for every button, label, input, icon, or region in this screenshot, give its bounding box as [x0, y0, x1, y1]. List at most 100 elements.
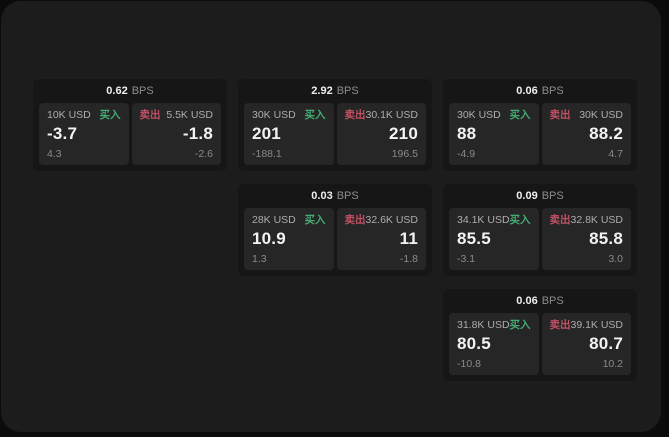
sell-tile[interactable]: 卖出 32.8K USD 85.8 3.0 — [541, 208, 631, 270]
bps-header: 0.62 BPS — [33, 79, 227, 103]
buy-tile-header: 10K USD 买入 — [47, 109, 121, 122]
sell-tile[interactable]: 卖出 5.5K USD -1.8 -2.6 — [131, 103, 221, 165]
bps-unit-label: BPS — [541, 190, 564, 202]
sell-tile[interactable]: 卖出 39.1K USD 80.7 10.2 — [541, 313, 631, 375]
bps-header: 2.92 BPS — [238, 79, 432, 103]
buy-tile[interactable]: 34.1K USD 买入 85.5 -3.1 — [449, 208, 539, 270]
sell-delta: 196.5 — [391, 148, 418, 160]
sell-tile-header: 卖出 32.8K USD — [550, 214, 624, 227]
sell-amount: 32.6K USD — [365, 214, 419, 226]
sell-tile-header: 卖出 5.5K USD — [140, 109, 214, 122]
sell-side-label: 卖出 — [344, 214, 366, 226]
bps-unit-label: BPS — [336, 85, 359, 97]
quote-card: 2.92 BPS 30K USD 买入 201 -188.1 卖出 30.1K … — [238, 79, 432, 171]
sell-delta: -2.6 — [194, 148, 213, 160]
sell-price: 88.2 — [589, 124, 623, 143]
bps-header: 0.06 BPS — [443, 79, 637, 103]
buy-tile-header: 31.8K USD 买入 — [457, 319, 531, 332]
sell-amount: 39.1K USD — [570, 319, 624, 331]
buy-tile[interactable]: 31.8K USD 买入 80.5 -10.8 — [449, 313, 539, 375]
buy-price: -3.7 — [47, 124, 78, 143]
buy-side-label: 买入 — [509, 109, 531, 121]
buy-side-label: 买入 — [509, 319, 531, 331]
sell-side-label: 卖出 — [549, 109, 571, 121]
sell-tile[interactable]: 卖出 32.6K USD 11 -1.8 — [336, 208, 426, 270]
buy-tile-header: 30K USD 买入 — [252, 109, 326, 122]
quote-card: 0.62 BPS 10K USD 买入 -3.7 4.3 卖出 5.5K USD… — [33, 79, 227, 171]
sell-price: 80.7 — [589, 334, 623, 353]
card-body: 34.1K USD 买入 85.5 -3.1 卖出 32.8K USD 85.8… — [443, 208, 637, 276]
sell-tile[interactable]: 卖出 30.1K USD 210 196.5 — [336, 103, 426, 165]
buy-price: 201 — [252, 124, 281, 143]
buy-amount: 30K USD — [252, 109, 296, 121]
sell-price: 11 — [399, 229, 418, 248]
buy-price: 85.5 — [457, 229, 491, 248]
sell-tile[interactable]: 卖出 30K USD 88.2 4.7 — [541, 103, 631, 165]
buy-tile[interactable]: 30K USD 买入 88 -4.9 — [449, 103, 539, 165]
quote-card: 0.03 BPS 28K USD 买入 10.9 1.3 卖出 32.6K US… — [238, 184, 432, 276]
sell-price: -1.8 — [182, 124, 213, 143]
card-body: 30K USD 买入 201 -188.1 卖出 30.1K USD 210 1… — [238, 103, 432, 171]
bps-value: 0.03 — [311, 190, 333, 202]
sell-price: 210 — [389, 124, 418, 143]
sell-amount: 32.8K USD — [570, 214, 624, 226]
sell-side-label: 卖出 — [549, 214, 571, 226]
buy-delta: -188.1 — [252, 148, 282, 160]
buy-side-label: 买入 — [304, 109, 326, 121]
sell-tile-header: 卖出 30.1K USD — [345, 109, 419, 122]
buy-amount: 30K USD — [457, 109, 501, 121]
buy-price: 10.9 — [252, 229, 286, 248]
card-body: 31.8K USD 买入 80.5 -10.8 卖出 39.1K USD 80.… — [443, 313, 637, 381]
bps-header: 0.09 BPS — [443, 184, 637, 208]
buy-price: 88 — [457, 124, 477, 143]
buy-amount: 34.1K USD — [457, 214, 510, 226]
sell-price: 85.8 — [589, 229, 623, 248]
buy-price: 80.5 — [457, 334, 491, 353]
buy-side-label: 买入 — [509, 214, 531, 226]
buy-tile-header: 28K USD 买入 — [252, 214, 326, 227]
buy-delta: -4.9 — [457, 148, 476, 160]
buy-side-label: 买入 — [99, 109, 121, 121]
buy-tile[interactable]: 28K USD 买入 10.9 1.3 — [244, 208, 334, 270]
sell-amount: 30K USD — [579, 109, 623, 121]
buy-delta: -10.8 — [457, 358, 481, 370]
card-body: 28K USD 买入 10.9 1.3 卖出 32.6K USD 11 -1.8 — [238, 208, 432, 276]
main-panel: 0.62 BPS 10K USD 买入 -3.7 4.3 卖出 5.5K USD… — [1, 1, 661, 432]
quote-card: 0.06 BPS 31.8K USD 买入 80.5 -10.8 卖出 39.1… — [443, 289, 637, 381]
buy-delta: 4.3 — [47, 148, 62, 160]
sell-side-label: 卖出 — [549, 319, 571, 331]
buy-tile[interactable]: 30K USD 买入 201 -188.1 — [244, 103, 334, 165]
sell-tile-header: 卖出 32.6K USD — [345, 214, 419, 227]
buy-tile-header: 30K USD 买入 — [457, 109, 531, 122]
sell-delta: 3.0 — [608, 253, 623, 265]
bps-value: 2.92 — [311, 85, 333, 97]
sell-amount: 5.5K USD — [166, 109, 213, 121]
quote-card: 0.06 BPS 30K USD 买入 88 -4.9 卖出 30K USD 8… — [443, 79, 637, 171]
bps-unit-label: BPS — [541, 85, 564, 97]
buy-amount: 28K USD — [252, 214, 296, 226]
buy-tile-header: 34.1K USD 买入 — [457, 214, 531, 227]
bps-value: 0.06 — [516, 85, 538, 97]
sell-tile-header: 卖出 30K USD — [550, 109, 624, 122]
bps-unit-label: BPS — [131, 85, 154, 97]
buy-tile[interactable]: 10K USD 买入 -3.7 4.3 — [39, 103, 129, 165]
sell-side-label: 卖出 — [139, 109, 161, 121]
bps-value: 0.62 — [106, 85, 128, 97]
sell-tile-header: 卖出 39.1K USD — [550, 319, 624, 332]
sell-delta: 4.7 — [608, 148, 623, 160]
buy-delta: 1.3 — [252, 253, 267, 265]
bps-unit-label: BPS — [336, 190, 359, 202]
card-body: 30K USD 买入 88 -4.9 卖出 30K USD 88.2 4.7 — [443, 103, 637, 171]
buy-amount: 31.8K USD — [457, 319, 510, 331]
buy-delta: -3.1 — [457, 253, 476, 265]
sell-side-label: 卖出 — [344, 109, 366, 121]
sell-delta: 10.2 — [602, 358, 623, 370]
sell-delta: -1.8 — [399, 253, 418, 265]
bps-value: 0.06 — [516, 295, 538, 307]
bps-header: 0.06 BPS — [443, 289, 637, 313]
buy-amount: 10K USD — [47, 109, 91, 121]
buy-side-label: 买入 — [304, 214, 326, 226]
bps-value: 0.09 — [516, 190, 538, 202]
bps-unit-label: BPS — [541, 295, 564, 307]
